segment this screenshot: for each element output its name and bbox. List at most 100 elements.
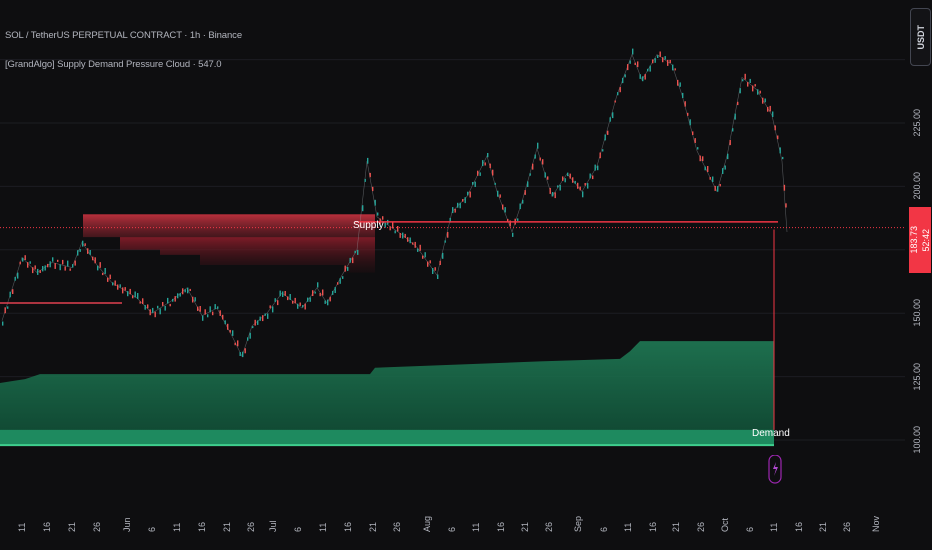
candle <box>22 257 24 262</box>
candle <box>69 268 71 271</box>
candle <box>337 282 339 285</box>
candle <box>319 293 321 297</box>
candle <box>567 172 569 177</box>
candle <box>652 59 654 64</box>
candle <box>472 182 474 185</box>
candle <box>607 130 609 135</box>
candle <box>317 282 319 288</box>
candle <box>704 166 706 171</box>
candle <box>204 309 206 315</box>
candle <box>207 314 209 318</box>
candle <box>224 320 226 325</box>
candle <box>199 306 201 312</box>
candle <box>127 291 129 297</box>
candle <box>299 302 301 306</box>
candle <box>67 260 69 267</box>
candle <box>344 265 346 272</box>
candle <box>454 208 456 213</box>
candle <box>304 303 306 310</box>
indicator-title[interactable]: [GrandAlgo] Supply Demand Pressure Cloud… <box>5 59 222 70</box>
candle <box>519 203 521 210</box>
candle <box>769 105 771 112</box>
x-tick-label: 16 <box>648 521 658 532</box>
candle <box>509 220 511 227</box>
candle <box>452 207 454 214</box>
candle <box>164 305 166 311</box>
candle <box>539 157 541 161</box>
candle <box>422 255 424 259</box>
x-tick-label: 26 <box>696 521 706 532</box>
candle <box>244 348 246 354</box>
candle <box>269 305 271 309</box>
candle <box>574 180 576 184</box>
candle <box>197 306 199 311</box>
candle <box>339 278 341 284</box>
candle <box>352 257 354 264</box>
candle <box>59 264 61 271</box>
candle <box>612 112 614 119</box>
candle <box>257 320 259 325</box>
candle <box>14 276 16 281</box>
zones <box>0 214 774 447</box>
candle <box>374 199 376 206</box>
candle <box>187 287 189 294</box>
symbol-title[interactable]: SOL / TetherUS PERPETUAL CONTRACT · 1h ·… <box>5 30 243 41</box>
candle <box>672 64 674 71</box>
candle <box>559 184 561 191</box>
x-tick-label: 16 <box>42 521 52 532</box>
candle <box>654 58 656 63</box>
candle <box>77 250 79 256</box>
candle <box>674 68 676 71</box>
candle <box>124 287 126 291</box>
candle <box>474 181 476 187</box>
currency-button[interactable]: USDT <box>910 8 931 66</box>
candle <box>702 156 704 162</box>
candle <box>402 232 404 239</box>
price-path <box>1 53 788 358</box>
y-tick-label: 150.00 <box>912 299 922 327</box>
candle <box>647 68 649 72</box>
candle <box>137 293 139 299</box>
candle <box>507 218 509 222</box>
candle <box>729 140 731 146</box>
candle <box>152 307 154 313</box>
candle <box>487 153 489 158</box>
x-tick-label: 11 <box>172 522 182 532</box>
candle <box>264 313 266 316</box>
candle <box>412 242 414 245</box>
candle <box>469 191 471 198</box>
candle <box>542 159 544 165</box>
candle <box>532 163 534 170</box>
candle <box>414 241 416 248</box>
candle <box>274 298 276 302</box>
candle <box>12 289 14 294</box>
candle <box>54 263 56 269</box>
candle <box>554 192 556 199</box>
candle <box>142 298 144 304</box>
candle <box>579 186 581 191</box>
candle <box>669 59 671 63</box>
bolt-icon[interactable] <box>768 455 782 485</box>
candle <box>249 332 251 339</box>
candle <box>44 265 46 271</box>
candle <box>397 226 399 232</box>
candle <box>779 147 781 154</box>
candle <box>272 306 274 313</box>
candle <box>24 255 26 260</box>
candle <box>297 303 299 309</box>
candle <box>709 177 711 180</box>
candle <box>632 48 634 55</box>
candle <box>182 288 184 295</box>
candle <box>489 163 491 169</box>
candle <box>564 178 566 183</box>
candle <box>614 100 616 103</box>
x-tick-label: Aug <box>422 515 432 532</box>
candle <box>47 263 49 268</box>
overlays <box>0 221 905 430</box>
candle <box>477 170 479 176</box>
candle <box>504 207 506 213</box>
candle <box>449 217 451 223</box>
candle <box>764 98 766 103</box>
candle <box>229 329 231 333</box>
